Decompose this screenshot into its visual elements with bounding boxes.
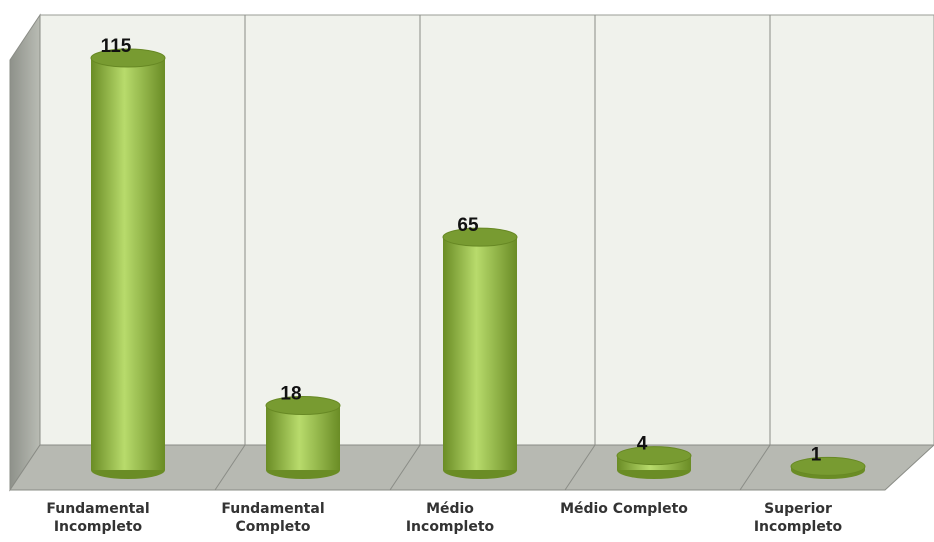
bar-top [265,396,341,416]
bar-top-shade [91,49,165,67]
bar-body [443,237,517,470]
data-label: 115 [101,36,132,57]
bar [265,396,341,479]
bar [442,227,518,479]
bar-body [266,405,340,470]
bar-top [790,456,866,476]
bar-body [91,58,165,470]
wall-dividers [214,15,771,491]
bar [790,456,866,479]
bar-top-shade [617,446,691,465]
bar-top [616,446,692,466]
bar [90,48,166,479]
data-label: 65 [457,215,479,236]
data-label: 1 [811,444,822,465]
side-wall [9,13,41,492]
data-label: 4 [637,434,648,455]
bar-top-shade [443,228,517,247]
bar-top-shade [791,457,865,476]
data-label: 18 [280,384,301,405]
bar [616,446,692,479]
x-tick-label: Médio Completo [560,501,688,517]
x-tick-label: Fundamental Completo [221,501,325,535]
x-tick-label: Médio Incompleto [405,501,495,535]
x-tick-label: Superior Incompleto [753,501,843,535]
bar-top-shade [266,396,340,415]
bar-top [442,227,518,247]
bar-top [90,48,166,68]
x-tick-label: Fundamental Incompleto [46,501,150,535]
